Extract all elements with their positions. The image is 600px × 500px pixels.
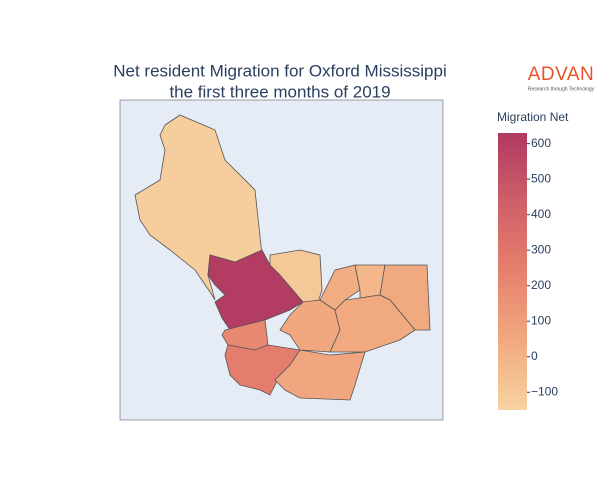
colorbar-tick-label: 400 [531, 207, 551, 221]
region [134, 114, 263, 301]
region [274, 349, 366, 401]
colorbar-tick-label: −100 [531, 384, 558, 398]
colorbar [498, 133, 527, 410]
region [224, 344, 301, 396]
logo: ADVAN [528, 64, 595, 85]
colorbar-tick-label: 500 [531, 171, 551, 185]
title-line: the first three months of 2019 [169, 82, 390, 101]
region [329, 294, 416, 353]
colorbar-tick-label: 100 [531, 313, 551, 327]
colorbar-title: Migration Net [497, 110, 569, 124]
colorbar-tick-label: 0 [531, 349, 538, 363]
title-line: Net resident Migration for Oxford Missis… [113, 61, 447, 80]
colorbar-tick-label: 600 [531, 136, 551, 150]
colorbar-tick-label: 300 [531, 242, 551, 256]
colorbar-tick-label: 200 [531, 278, 551, 292]
logo-tagline: Research through Technology [528, 86, 595, 92]
